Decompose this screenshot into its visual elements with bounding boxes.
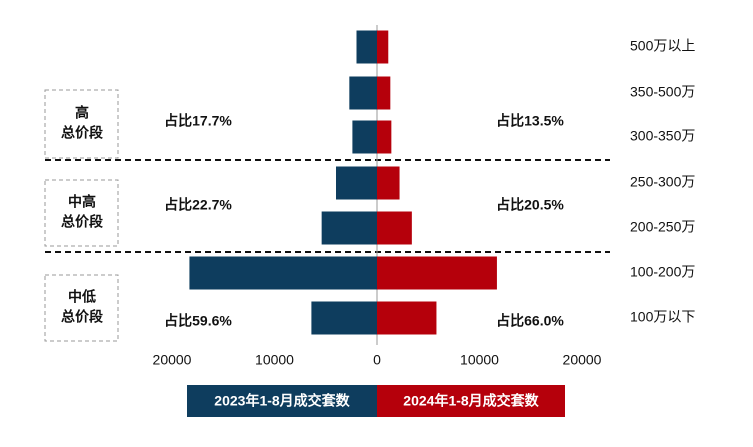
legend-swatch [187,385,377,417]
share-label: 占比13.5% [496,113,564,129]
x-tick-label: 20000 [153,352,192,368]
bar [349,76,377,110]
group-box [44,179,119,247]
category-label: 350-500万 [630,84,695,100]
share-label: 占比22.7% [164,197,232,213]
bar [189,256,377,290]
bar [377,120,392,154]
bar [377,76,391,110]
group-label: 中高 [68,194,96,210]
bar [311,301,377,335]
bar [377,166,400,200]
category-label: 500万以上 [630,38,695,54]
x-tick-label: 0 [373,352,381,368]
bar [336,166,377,200]
bar [321,211,377,245]
legend-label: 2023年1-8月成交套数 [214,393,350,409]
x-tick-label: 20000 [563,352,602,368]
share-label: 占比20.5% [496,197,564,213]
category-label: 100-200万 [630,264,695,280]
share-label: 占比17.7% [164,113,232,129]
group-label: 中低 [68,289,96,305]
category-label: 200-250万 [630,219,695,235]
bar [377,301,437,335]
group-box [44,89,119,159]
bar [352,120,377,154]
share-label: 占比59.6% [164,313,232,329]
legend-label: 2024年1-8月成交套数 [403,393,539,409]
bar [377,211,412,245]
bar [377,30,389,64]
x-tick-label: 10000 [460,352,499,368]
group-label: 高 [75,105,89,121]
share-label: 占比66.0% [496,313,564,329]
group-label: 总价段 [61,309,103,325]
group-label: 总价段 [61,125,103,141]
group-label: 总价段 [61,214,103,230]
category-label: 300-350万 [630,128,695,144]
category-label: 100万以下 [630,309,695,325]
category-label: 250-300万 [630,174,695,190]
x-tick-label: 10000 [255,352,294,368]
legend-swatch [377,385,565,417]
group-box [44,274,119,342]
bar [377,256,497,290]
bar [356,30,377,64]
